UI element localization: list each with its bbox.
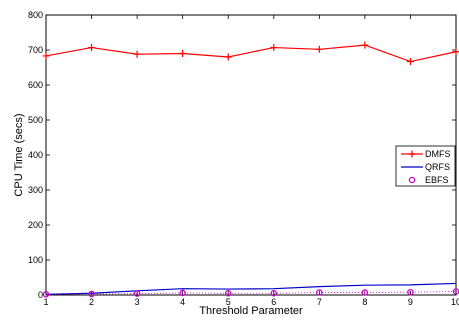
x-tick-label: 6 [271, 297, 276, 307]
y-tick-label: 700 [28, 45, 43, 55]
legend-label-ebfs: EBFS [425, 175, 449, 185]
y-tick-label: 400 [28, 150, 43, 160]
ebfs-point [224, 289, 232, 297]
y-tick-label: 0 [38, 290, 43, 300]
x-tick-label: 9 [408, 297, 413, 307]
legend-marker-ebfs [408, 176, 416, 184]
qrfs-series [45, 282, 457, 295]
y-tick-label: 600 [28, 80, 43, 90]
legend-label-qrfs: QRFS [425, 162, 450, 172]
ebfs-point [88, 290, 95, 298]
dmfs-point [179, 50, 187, 57]
legend-item-ebfs: EBFS [408, 175, 449, 185]
y-tick-label: 200 [28, 220, 43, 230]
y-axis-title: CPU Time (secs) [13, 113, 25, 196]
dmfs-point [270, 44, 278, 52]
x-tick-label: 4 [180, 297, 185, 307]
ebfs-point [361, 289, 369, 296]
dmfs-series [42, 41, 459, 66]
y-tick-label: 500 [28, 115, 43, 125]
legend-box [395, 145, 456, 187]
x-tick-label: 1 [43, 297, 48, 307]
ebfs-point [407, 288, 414, 296]
dmfs-point [452, 48, 459, 56]
x-axis-title: Threshold Parameter [199, 305, 303, 317]
ebfs-point [179, 289, 186, 297]
x-tick-label: 7 [317, 297, 322, 307]
dmfs-point [315, 45, 323, 53]
ebfs-point [316, 289, 323, 296]
x-tick-label: 5 [226, 297, 231, 307]
legend-item-dmfs: DMFS [401, 149, 451, 159]
y-tick-label: 300 [28, 185, 43, 195]
dmfs-point [224, 53, 232, 61]
y-tick-label: 800 [28, 10, 43, 20]
x-tick-label: 10 [451, 297, 459, 307]
ebfs-point [133, 290, 141, 297]
legend: DMFS QRFS EBFS [395, 145, 456, 187]
legend-label-dmfs: DMFS [425, 149, 451, 159]
dmfs-point [361, 41, 369, 49]
dmfs-point [133, 50, 141, 58]
dmfs-point [88, 44, 96, 52]
dmfs-point [42, 52, 50, 60]
ebfs-series [42, 288, 459, 298]
x-tick-label: 2 [89, 297, 94, 307]
y-tick-label: 100 [28, 255, 43, 265]
legend-item-qrfs: QRFS [401, 162, 450, 172]
x-tick-label: 8 [362, 297, 367, 307]
ebfs-point [270, 289, 278, 297]
x-tick-label: 3 [135, 297, 140, 307]
y-axis: 0 100 200 300 400 500 600 700 800 [28, 10, 456, 300]
x-axis: 1 2 3 4 5 6 7 8 9 10 [43, 15, 459, 307]
plot-area [45, 14, 457, 296]
qrfs-line [45, 282, 457, 295]
ebfs-point [42, 291, 50, 298]
dmfs-line [45, 44, 457, 63]
legend-marker-dmfs [408, 150, 416, 158]
series-layer [42, 41, 459, 298]
dmfs-point [406, 58, 414, 66]
